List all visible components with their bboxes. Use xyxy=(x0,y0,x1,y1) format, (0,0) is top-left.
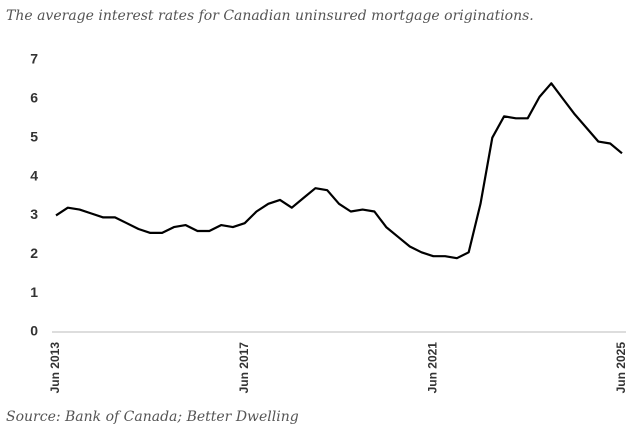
x-tick-label: Jun 2021 xyxy=(426,342,440,394)
source-note: Source: Bank of Canada; Better Dwelling xyxy=(6,409,299,425)
x-tick-label: Jun 2013 xyxy=(48,342,62,394)
y-tick-label: 3 xyxy=(30,206,38,222)
y-tick-label: 6 xyxy=(30,90,38,106)
line-series xyxy=(55,82,623,260)
x-tick-label: Jun 2025 xyxy=(614,342,628,394)
chart-title: The average interest rates for Canadian … xyxy=(6,8,534,24)
y-tick-label: 5 xyxy=(30,128,38,144)
x-tick-label: Jun 2017 xyxy=(237,342,251,394)
y-tick-label: 2 xyxy=(30,245,38,261)
y-tick-label: 0 xyxy=(30,323,38,339)
y-tick-label: 4 xyxy=(30,167,38,183)
y-tick-label: 7 xyxy=(30,51,38,67)
y-tick-label: 1 xyxy=(30,284,38,300)
